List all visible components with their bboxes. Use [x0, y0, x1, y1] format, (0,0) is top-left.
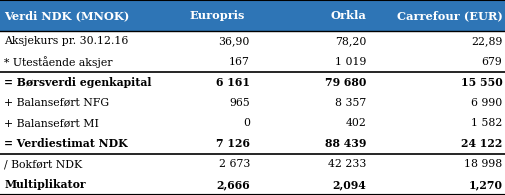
Text: Europris: Europris [189, 10, 245, 21]
Text: + Balanseført MI: + Balanseført MI [4, 118, 99, 128]
Bar [0, 0, 505, 31]
Text: 6 990: 6 990 [471, 98, 502, 108]
Text: / Bokført NDK: / Bokført NDK [4, 159, 82, 169]
Text: 8 357: 8 357 [335, 98, 366, 108]
Text: 1 582: 1 582 [471, 118, 502, 128]
Text: 2 673: 2 673 [219, 159, 250, 169]
Text: 18 998: 18 998 [464, 159, 502, 169]
Text: Aksjekurs pr. 30.12.16: Aksjekurs pr. 30.12.16 [4, 36, 128, 46]
Text: Verdi NDK (MNOK): Verdi NDK (MNOK) [4, 10, 129, 21]
Text: 78,20: 78,20 [335, 36, 366, 46]
Text: Multiplikator: Multiplikator [4, 179, 86, 190]
Bar [0, 31, 505, 195]
Text: 88 439: 88 439 [325, 138, 366, 149]
Text: 36,90: 36,90 [219, 36, 250, 46]
Text: 167: 167 [229, 57, 250, 67]
Text: 965: 965 [229, 98, 250, 108]
Text: 679: 679 [482, 57, 502, 67]
Text: 7 126: 7 126 [216, 138, 250, 149]
Text: 402: 402 [345, 118, 366, 128]
Text: = Børsverdi egenkapital: = Børsverdi egenkapital [4, 77, 151, 88]
Text: 0: 0 [243, 118, 250, 128]
Text: 24 122: 24 122 [461, 138, 502, 149]
Text: 1 019: 1 019 [335, 57, 366, 67]
Text: 2,666: 2,666 [216, 179, 250, 190]
Text: = Verdiestimat NDK: = Verdiestimat NDK [4, 138, 128, 149]
Text: * Utestående aksjer: * Utestående aksjer [4, 56, 113, 67]
Text: 1,270: 1,270 [469, 179, 502, 190]
Text: 2,094: 2,094 [332, 179, 366, 190]
Text: + Balanseført NFG: + Balanseført NFG [4, 98, 109, 108]
Text: 42 233: 42 233 [328, 159, 366, 169]
Text: 15 550: 15 550 [461, 77, 502, 88]
Text: 22,89: 22,89 [471, 36, 502, 46]
Text: Orkla: Orkla [330, 10, 366, 21]
Text: 6 161: 6 161 [216, 77, 250, 88]
Text: Carrefour (EUR): Carrefour (EUR) [396, 10, 502, 21]
Text: 79 680: 79 680 [325, 77, 366, 88]
